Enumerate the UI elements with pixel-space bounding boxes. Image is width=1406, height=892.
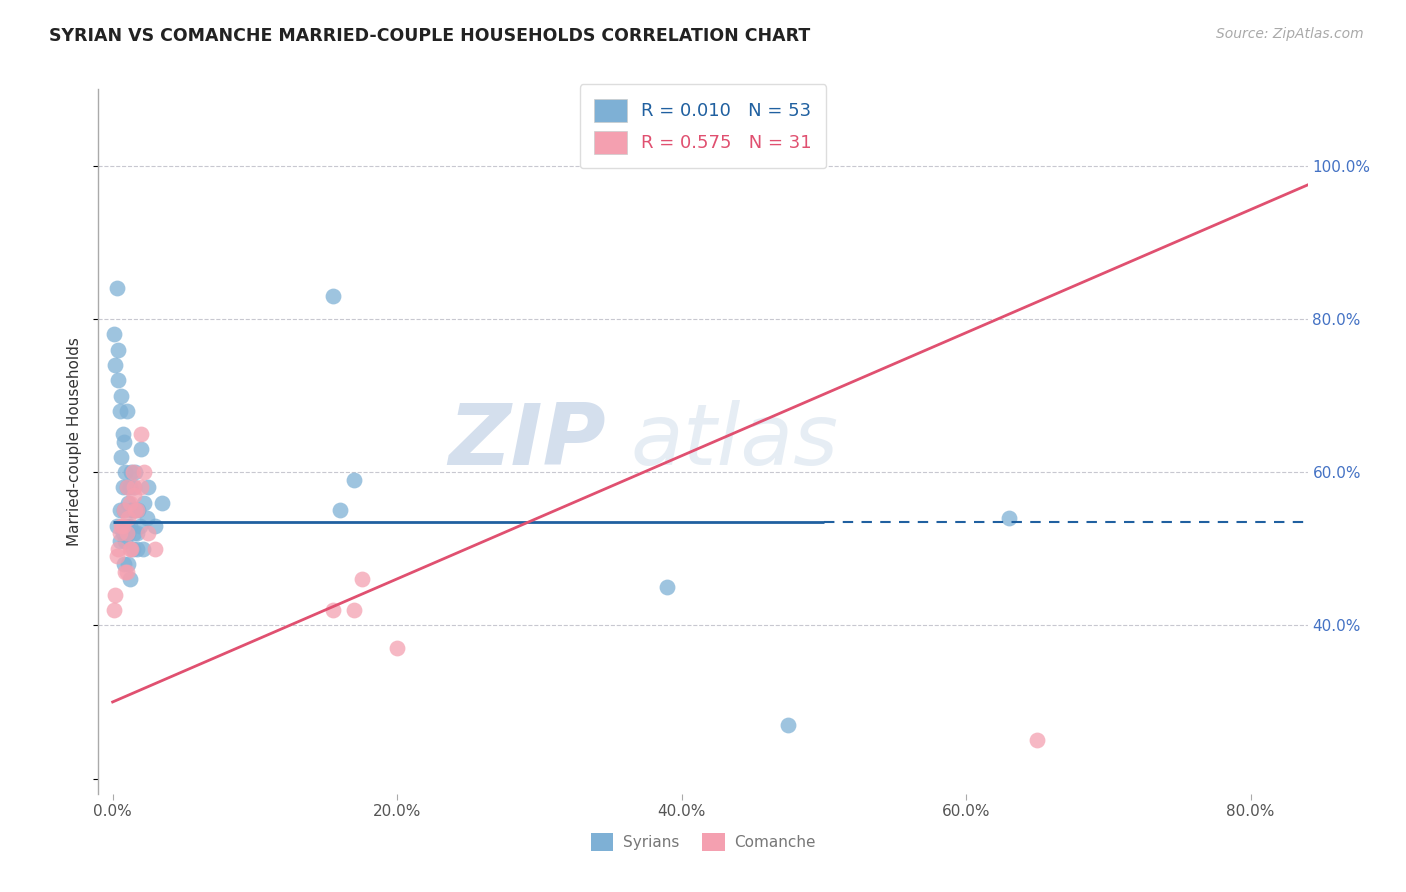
Point — [107, 541, 129, 556]
Point — [128, 518, 150, 533]
Point — [105, 281, 128, 295]
Point — [108, 526, 131, 541]
Point — [121, 465, 143, 479]
Point — [117, 526, 139, 541]
Point — [322, 603, 344, 617]
Point — [122, 481, 145, 495]
Point — [120, 503, 142, 517]
Point — [122, 488, 145, 502]
Point — [112, 503, 135, 517]
Point — [105, 518, 128, 533]
Point — [114, 565, 136, 579]
Point — [121, 503, 143, 517]
Point — [121, 541, 143, 556]
Point — [129, 481, 152, 495]
Point — [111, 426, 134, 441]
Point — [117, 557, 139, 571]
Point — [152, 496, 174, 510]
Point — [143, 541, 166, 556]
Point — [110, 518, 132, 533]
Text: atlas: atlas — [630, 400, 838, 483]
Point — [112, 434, 135, 449]
Point — [778, 718, 800, 732]
Point — [107, 373, 129, 387]
Point — [115, 481, 138, 495]
Point — [118, 496, 141, 510]
Point — [118, 573, 141, 587]
Point — [1026, 733, 1049, 747]
Point — [115, 481, 138, 495]
Point — [104, 588, 127, 602]
Point — [114, 534, 136, 549]
Point — [118, 518, 141, 533]
Point — [117, 511, 139, 525]
Point — [110, 388, 132, 402]
Text: Source: ZipAtlas.com: Source: ZipAtlas.com — [1216, 27, 1364, 41]
Point — [118, 541, 141, 556]
Point — [115, 526, 138, 541]
Point — [104, 358, 127, 372]
Point — [108, 404, 131, 418]
Point — [135, 511, 157, 525]
Point — [131, 541, 153, 556]
Point — [107, 343, 129, 357]
Point — [112, 557, 135, 571]
Point — [127, 503, 149, 517]
Point — [136, 526, 159, 541]
Point — [322, 289, 344, 303]
Point — [114, 465, 136, 479]
Point — [118, 481, 141, 495]
Point — [343, 603, 366, 617]
Point — [103, 603, 125, 617]
Point — [132, 496, 155, 510]
Point — [111, 526, 134, 541]
Point — [129, 442, 152, 457]
Text: ZIP: ZIP — [449, 400, 606, 483]
Point — [120, 465, 142, 479]
Point — [111, 481, 134, 495]
Point — [110, 450, 132, 464]
Point — [108, 534, 131, 549]
Point — [125, 541, 148, 556]
Point — [115, 518, 138, 533]
Point — [122, 481, 145, 495]
Y-axis label: Married-couple Households: Married-couple Households — [67, 337, 83, 546]
Point — [143, 518, 166, 533]
Legend: Syrians, Comanche: Syrians, Comanche — [585, 827, 821, 856]
Point — [112, 503, 135, 517]
Point — [657, 580, 679, 594]
Point — [108, 503, 131, 517]
Point — [350, 573, 373, 587]
Point — [129, 426, 152, 441]
Point — [125, 503, 148, 517]
Point — [105, 549, 128, 564]
Point — [115, 565, 138, 579]
Point — [120, 541, 142, 556]
Point — [385, 641, 408, 656]
Point — [329, 503, 352, 517]
Point — [124, 503, 146, 517]
Point — [115, 404, 138, 418]
Point — [122, 526, 145, 541]
Point — [136, 481, 159, 495]
Point — [103, 327, 125, 342]
Point — [124, 465, 146, 479]
Point — [998, 511, 1021, 525]
Point — [132, 465, 155, 479]
Point — [117, 496, 139, 510]
Point — [125, 526, 148, 541]
Text: SYRIAN VS COMANCHE MARRIED-COUPLE HOUSEHOLDS CORRELATION CHART: SYRIAN VS COMANCHE MARRIED-COUPLE HOUSEH… — [49, 27, 810, 45]
Point — [111, 518, 134, 533]
Point — [124, 503, 146, 517]
Point — [343, 473, 366, 487]
